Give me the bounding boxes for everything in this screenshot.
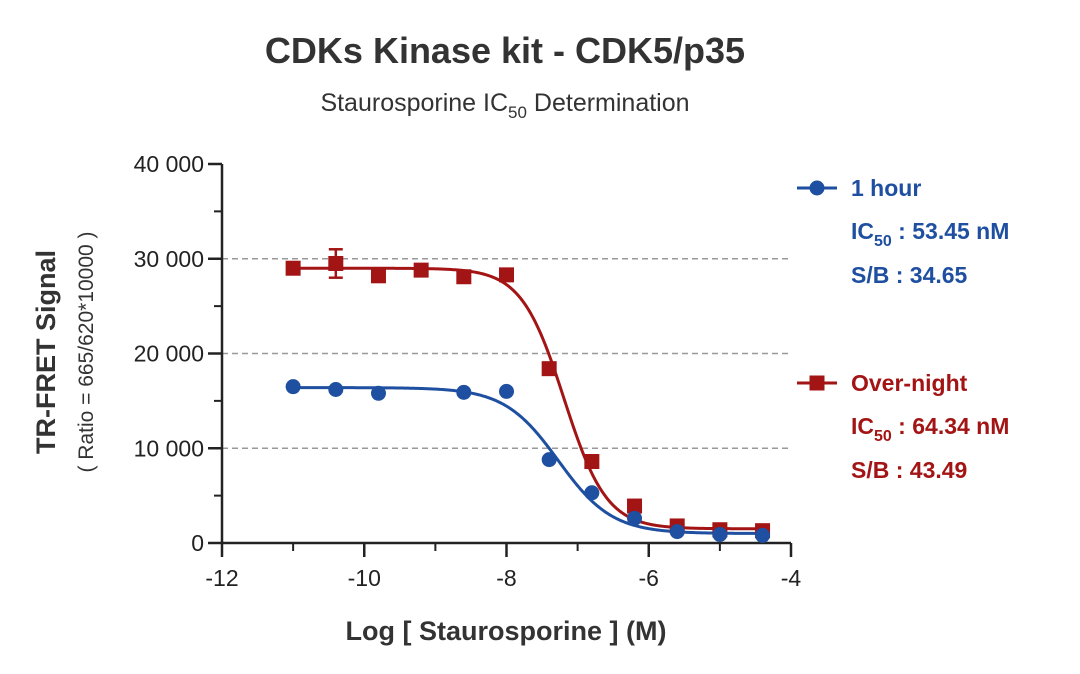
data-point-overnight [413,262,429,278]
legend-stat-1hour: IC50 : 53.45 nM [851,218,1009,250]
data-point-1hour [755,527,771,543]
legend-stat-text: IC [851,413,874,439]
y-tick-label: 20 000 [134,341,204,367]
chart-title: CDKs Kinase kit - CDK5/p35 [265,30,745,71]
y-axis-subtitle: ( Ratio = 665/620*10000 ) [75,231,98,472]
legend-stat-1hour: S/B : 34.65 [851,262,968,288]
data-point-overnight [456,269,472,285]
y-tick-label: 30 000 [134,246,204,272]
x-tick-label: -10 [348,565,381,591]
y-tick-label: 40 000 [134,151,204,177]
data-point-overnight [370,268,386,284]
legend-stat-value: : 64.34 nM [892,413,1010,439]
fit-curve-1hour [293,386,762,535]
tick-labels: 0 10 000 20 000 30 000 40 000 -12 -10 -8 -6 -4 [134,151,802,591]
data-point-overnight [285,260,301,276]
data-points [285,248,771,543]
legend-stat-overnight: S/B : 43.49 [851,457,967,483]
y-tick-label: 0 [191,530,204,556]
legend-marker-overnight [809,375,825,391]
legend-stat-subscript: 50 [874,233,892,250]
legend-stat-subscript: 50 [874,428,892,445]
legend-marker-1hour [809,180,825,196]
data-point-overnight [584,454,600,470]
legend-stat-text: IC [851,218,874,244]
y-tick-label: 10 000 [134,435,204,461]
fit-curves [293,266,762,535]
x-axis-title: Log [ Staurosporine ] (M) [346,616,667,646]
data-point-overnight [499,267,514,283]
data-point-overnight [328,255,344,271]
y-axis-title: TR-FRET Signal [31,250,61,454]
data-point-1hour [584,485,600,501]
data-point-overnight [627,498,643,514]
data-point-1hour [285,379,301,395]
legend-stat-text: S/B : 43.49 [851,457,967,483]
data-point-1hour [712,526,728,542]
subtitle-suffix: Determination [527,89,690,117]
legend-stat-overnight: IC50 : 64.34 nM [851,413,1009,445]
data-point-1hour [627,510,643,526]
data-point-1hour [456,384,472,400]
data-point-overnight [541,361,557,377]
data-point-1hour [370,385,386,401]
chart-subtitle: Staurosporine IC50 Determination [320,89,689,122]
subtitle-subscript: 50 [508,103,527,122]
legend-label-overnight: Over-night [851,370,968,396]
data-point-1hour [669,524,685,540]
x-tick-label: -6 [639,565,659,591]
subtitle-prefix: Staurosporine IC [320,89,508,117]
legend-stat-value: : 53.45 nM [892,218,1010,244]
legend-stat-text: S/B : 34.65 [851,262,968,288]
data-point-1hour [499,383,514,399]
axes [208,162,793,557]
x-tick-label: -8 [496,565,516,591]
data-point-1hour [328,382,344,398]
fit-curve-overnight [293,266,762,531]
gridlines [222,258,791,449]
legend-label-1hour: 1 hour [851,175,921,201]
data-point-1hour [541,452,557,468]
x-tick-label: -12 [205,565,238,591]
x-tick-label: -4 [781,565,802,591]
